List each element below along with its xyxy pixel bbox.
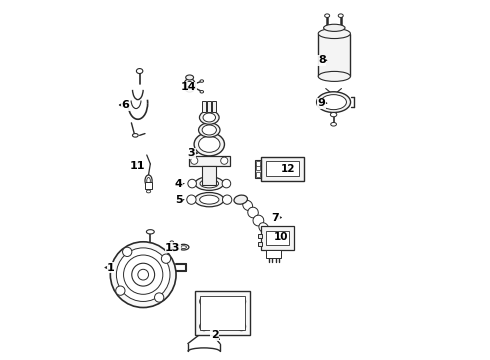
Ellipse shape bbox=[198, 123, 220, 137]
Ellipse shape bbox=[325, 14, 330, 18]
Ellipse shape bbox=[248, 207, 258, 218]
Text: 1: 1 bbox=[105, 262, 115, 273]
Circle shape bbox=[132, 263, 155, 286]
Bar bbox=[207, 102, 211, 112]
Bar bbox=[146, 182, 152, 189]
Ellipse shape bbox=[323, 24, 345, 31]
Bar bbox=[256, 161, 260, 166]
Circle shape bbox=[222, 179, 231, 188]
Circle shape bbox=[110, 242, 176, 307]
Ellipse shape bbox=[202, 125, 217, 135]
Ellipse shape bbox=[199, 195, 219, 204]
Circle shape bbox=[188, 179, 196, 188]
Ellipse shape bbox=[318, 28, 350, 39]
Ellipse shape bbox=[264, 228, 273, 237]
Circle shape bbox=[123, 255, 163, 294]
Ellipse shape bbox=[147, 177, 150, 184]
Ellipse shape bbox=[338, 14, 343, 18]
Bar bbox=[258, 234, 262, 238]
Circle shape bbox=[237, 297, 245, 306]
Bar bbox=[256, 172, 260, 177]
Circle shape bbox=[161, 254, 171, 263]
Text: 10: 10 bbox=[273, 232, 288, 242]
Ellipse shape bbox=[243, 200, 253, 211]
Ellipse shape bbox=[132, 134, 138, 137]
Bar bbox=[318, 33, 350, 76]
Bar bbox=[266, 161, 299, 176]
Ellipse shape bbox=[200, 90, 203, 93]
Circle shape bbox=[117, 248, 170, 301]
Ellipse shape bbox=[200, 80, 203, 82]
Bar bbox=[202, 166, 217, 185]
Bar bbox=[266, 231, 289, 245]
Ellipse shape bbox=[178, 244, 189, 250]
Bar bbox=[256, 165, 260, 170]
Ellipse shape bbox=[269, 236, 277, 249]
Bar bbox=[195, 291, 250, 336]
Bar bbox=[261, 226, 294, 249]
Text: 7: 7 bbox=[271, 212, 281, 222]
Ellipse shape bbox=[170, 241, 173, 243]
Circle shape bbox=[199, 297, 208, 306]
Circle shape bbox=[237, 322, 245, 331]
Bar bbox=[261, 157, 304, 181]
Ellipse shape bbox=[186, 81, 193, 89]
Text: 6: 6 bbox=[120, 100, 129, 110]
Text: 5: 5 bbox=[175, 195, 183, 204]
Text: 13: 13 bbox=[165, 243, 180, 253]
Text: 3: 3 bbox=[188, 148, 197, 158]
Ellipse shape bbox=[269, 231, 275, 241]
Ellipse shape bbox=[136, 68, 143, 73]
Text: 9: 9 bbox=[318, 98, 326, 108]
Ellipse shape bbox=[330, 112, 337, 117]
Ellipse shape bbox=[186, 75, 194, 80]
Ellipse shape bbox=[270, 235, 275, 246]
Bar bbox=[266, 249, 281, 257]
Ellipse shape bbox=[331, 122, 337, 126]
Circle shape bbox=[199, 322, 208, 331]
Text: 2: 2 bbox=[211, 330, 220, 341]
Ellipse shape bbox=[194, 133, 224, 156]
Text: 4: 4 bbox=[175, 179, 184, 189]
Bar bbox=[212, 102, 217, 112]
Ellipse shape bbox=[147, 190, 151, 193]
Ellipse shape bbox=[195, 193, 224, 207]
Text: 8: 8 bbox=[318, 55, 326, 65]
Text: 11: 11 bbox=[130, 161, 146, 171]
Ellipse shape bbox=[195, 177, 223, 190]
Circle shape bbox=[187, 195, 196, 204]
Ellipse shape bbox=[203, 113, 216, 122]
Ellipse shape bbox=[147, 230, 154, 234]
Ellipse shape bbox=[318, 71, 350, 81]
Ellipse shape bbox=[317, 92, 350, 112]
Ellipse shape bbox=[181, 246, 186, 249]
Circle shape bbox=[220, 157, 228, 164]
Ellipse shape bbox=[253, 215, 264, 226]
Text: 14: 14 bbox=[181, 82, 196, 92]
Ellipse shape bbox=[184, 78, 196, 92]
Bar bbox=[200, 296, 245, 330]
Bar bbox=[202, 102, 206, 112]
Ellipse shape bbox=[234, 195, 247, 204]
Circle shape bbox=[116, 286, 125, 295]
Circle shape bbox=[138, 269, 148, 280]
Ellipse shape bbox=[198, 136, 220, 152]
Ellipse shape bbox=[259, 223, 269, 233]
Bar bbox=[255, 160, 262, 178]
Ellipse shape bbox=[238, 197, 247, 204]
Text: 12: 12 bbox=[281, 164, 295, 174]
Circle shape bbox=[154, 293, 164, 302]
Bar bbox=[189, 156, 230, 166]
Circle shape bbox=[122, 247, 132, 256]
Ellipse shape bbox=[199, 111, 219, 124]
Ellipse shape bbox=[321, 95, 346, 110]
Ellipse shape bbox=[145, 175, 152, 186]
Circle shape bbox=[191, 157, 198, 164]
Circle shape bbox=[222, 195, 232, 204]
Ellipse shape bbox=[200, 179, 219, 188]
Bar bbox=[258, 242, 262, 246]
